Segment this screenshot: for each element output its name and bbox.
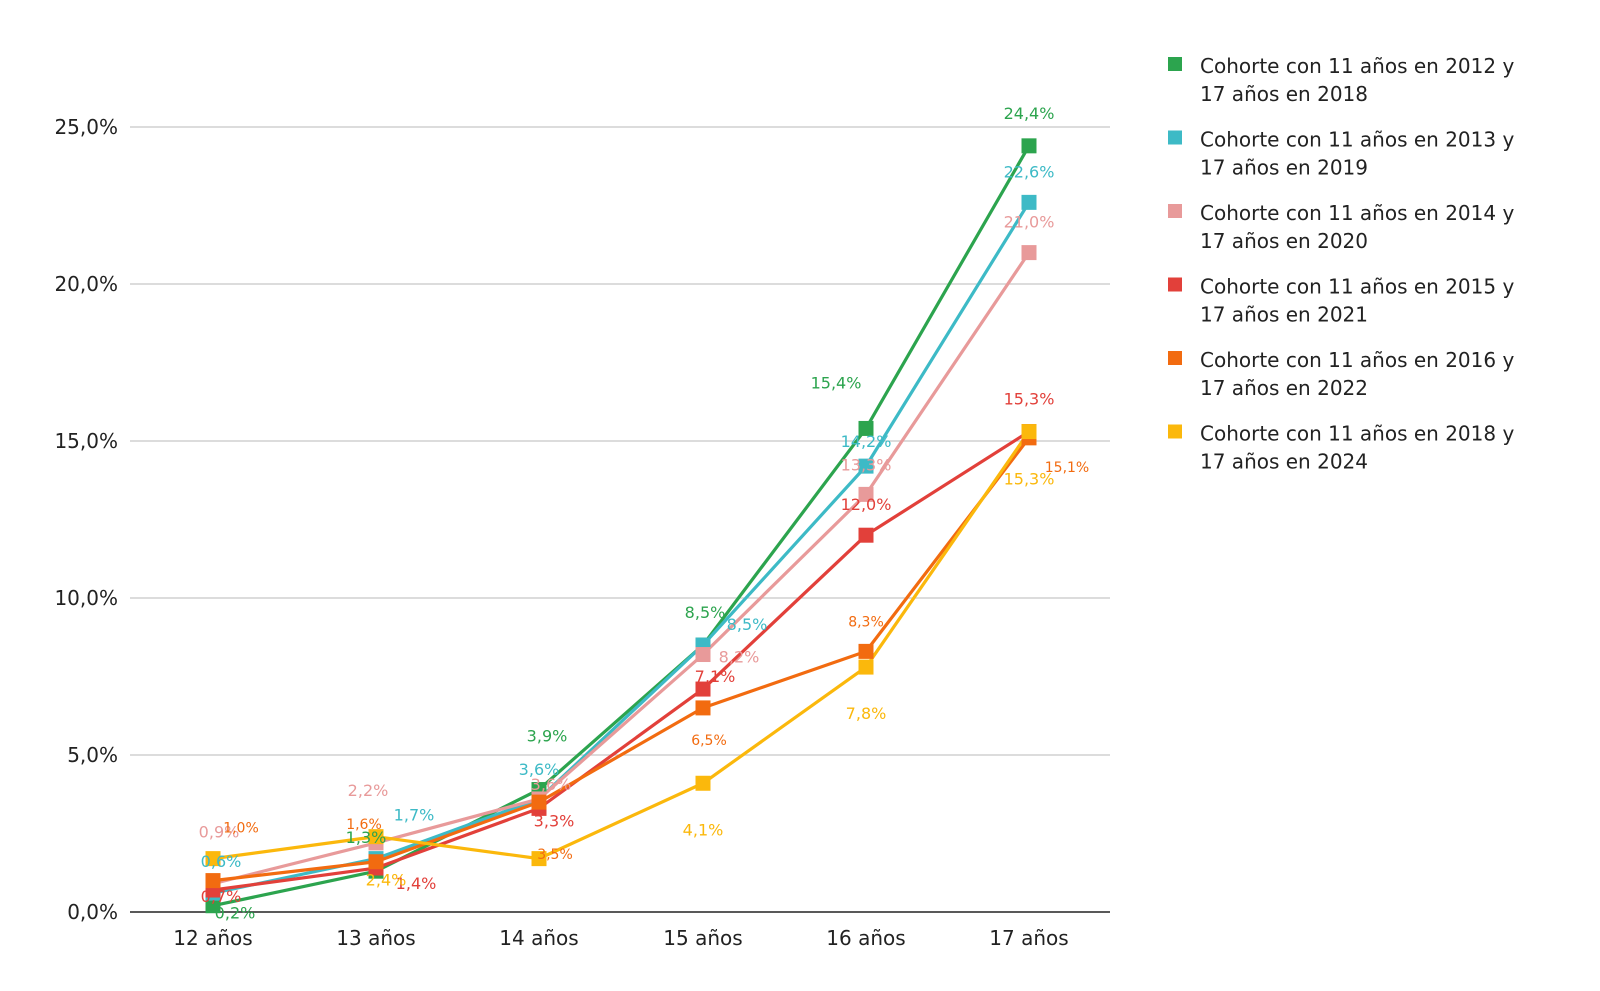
legend-swatch bbox=[1168, 57, 1182, 71]
data-marker bbox=[531, 794, 547, 810]
legend-swatch bbox=[1168, 277, 1182, 292]
legend-swatch bbox=[1168, 130, 1182, 145]
data-marker bbox=[858, 527, 874, 543]
legend-label: Cohorte con 11 años en 2013 y bbox=[1200, 128, 1514, 152]
x-tick-label: 15 años bbox=[663, 926, 742, 950]
y-tick-label: 10,0% bbox=[54, 586, 118, 610]
y-tick-label: 15,0% bbox=[54, 429, 118, 453]
legend-label: Cohorte con 11 años en 2014 y bbox=[1200, 201, 1514, 225]
data-marker bbox=[1021, 194, 1037, 210]
data-label: 8,2% bbox=[719, 648, 760, 667]
y-tick-label: 20,0% bbox=[54, 272, 118, 296]
series-line bbox=[212, 201, 1031, 895]
x-tick-label: 12 años bbox=[173, 926, 252, 950]
data-label: 1,6% bbox=[346, 817, 382, 833]
axes: 0,0% 5,0% 10,0% 15,0% 20,0% 25,0% 12 años 13 añ… bbox=[54, 115, 1110, 950]
data-label: 15,3% bbox=[1004, 470, 1055, 489]
data-label: 24,4% bbox=[1004, 104, 1055, 123]
legend-label: Cohorte con 11 años en 2016 y bbox=[1200, 348, 1514, 372]
data-marker bbox=[205, 851, 221, 867]
gridlines bbox=[130, 126, 1110, 756]
data-label: 3,9% bbox=[527, 727, 568, 746]
series-line bbox=[212, 430, 1030, 892]
data-label: 8,5% bbox=[727, 615, 768, 634]
data-labels: 0,2% 1,3% 3,9% 8,5% 15,4% 24,4% 0,6% 1,7% 3,6% 8,… bbox=[199, 104, 1090, 923]
data-marker bbox=[695, 681, 711, 697]
y-tick-label: 5,0% bbox=[67, 743, 118, 767]
data-label: 7,1% bbox=[695, 667, 736, 686]
legend-label: 17 años en 2022 bbox=[1200, 376, 1368, 400]
legend-label: 17 años en 2024 bbox=[1200, 450, 1368, 474]
data-label: 1,7% bbox=[394, 806, 435, 825]
series-line bbox=[212, 251, 1031, 886]
legend-label: 17 años en 2021 bbox=[1200, 303, 1368, 327]
x-tick-label: 17 años bbox=[989, 926, 1068, 950]
data-label: 0,2% bbox=[215, 904, 256, 923]
data-label: 15,4% bbox=[811, 373, 862, 392]
data-label: 7,8% bbox=[846, 704, 887, 723]
data-label: 15,3% bbox=[1004, 390, 1055, 409]
data-label: 21,0% bbox=[1004, 213, 1055, 232]
data-marker bbox=[1021, 424, 1037, 440]
data-label: 0,6% bbox=[201, 852, 242, 871]
data-label: 15,1% bbox=[1045, 460, 1089, 476]
data-label: 6,5% bbox=[691, 733, 727, 749]
data-label: 3,5% bbox=[537, 847, 573, 863]
data-marker bbox=[368, 829, 384, 845]
series-line bbox=[212, 430, 1031, 861]
legend-swatch bbox=[1168, 424, 1182, 439]
legend: Cohorte con 11 años en 2012 y 17 años en … bbox=[1168, 54, 1514, 474]
x-tick-label: 13 años bbox=[336, 926, 415, 950]
y-tick-label: 0,0% bbox=[67, 900, 118, 924]
data-marker bbox=[1021, 138, 1037, 154]
data-marker bbox=[858, 486, 874, 502]
data-marker bbox=[858, 659, 874, 675]
data-label: 8,3% bbox=[848, 614, 884, 630]
data-label: 14,2% bbox=[841, 432, 892, 451]
x-tick-label: 16 años bbox=[826, 926, 905, 950]
data-marker bbox=[695, 775, 711, 791]
data-label: 2,4% bbox=[366, 871, 407, 890]
data-label: 0,7% bbox=[201, 887, 242, 906]
legend-label: Cohorte con 11 años en 2015 y bbox=[1200, 275, 1514, 299]
legend-label: Cohorte con 11 años en 2012 y bbox=[1200, 54, 1514, 78]
data-label: 12,0% bbox=[841, 495, 892, 514]
data-label: 4,1% bbox=[683, 820, 724, 839]
series-markers bbox=[205, 138, 1037, 914]
y-tick-label: 25,0% bbox=[54, 115, 118, 139]
data-marker bbox=[368, 854, 384, 870]
data-label: 8,5% bbox=[685, 603, 726, 622]
legend-swatch bbox=[1168, 351, 1182, 365]
legend-swatch bbox=[1168, 204, 1182, 218]
series-lines bbox=[212, 145, 1031, 908]
data-marker bbox=[205, 898, 221, 914]
data-marker bbox=[858, 420, 874, 436]
data-marker bbox=[858, 643, 874, 659]
data-label: 22,6% bbox=[1004, 162, 1055, 181]
data-label: 1,4% bbox=[396, 874, 437, 893]
data-label: 1,0% bbox=[223, 821, 259, 837]
data-marker bbox=[858, 458, 874, 474]
data-label: 3,3% bbox=[534, 811, 575, 830]
data-marker bbox=[695, 647, 711, 663]
data-label: 3,6% bbox=[519, 760, 560, 779]
series-line bbox=[212, 436, 1031, 883]
data-marker bbox=[695, 700, 711, 716]
data-label: 1,3% bbox=[346, 828, 387, 847]
data-label: 13,3% bbox=[841, 455, 892, 474]
data-marker bbox=[1021, 245, 1037, 261]
legend-label: Cohorte con 11 años en 2018 y bbox=[1200, 422, 1514, 446]
data-label: 0,9% bbox=[199, 823, 240, 842]
data-label: 2,2% bbox=[348, 781, 389, 800]
series-line bbox=[212, 145, 1031, 908]
data-marker bbox=[205, 873, 221, 889]
data-marker bbox=[531, 851, 547, 867]
legend-label: 17 años en 2018 bbox=[1200, 82, 1368, 106]
legend-label: 17 años en 2019 bbox=[1200, 156, 1368, 180]
x-tick-label: 14 años bbox=[499, 926, 578, 950]
data-label: 3,6% bbox=[531, 775, 572, 794]
legend-label: 17 años en 2020 bbox=[1200, 229, 1368, 253]
